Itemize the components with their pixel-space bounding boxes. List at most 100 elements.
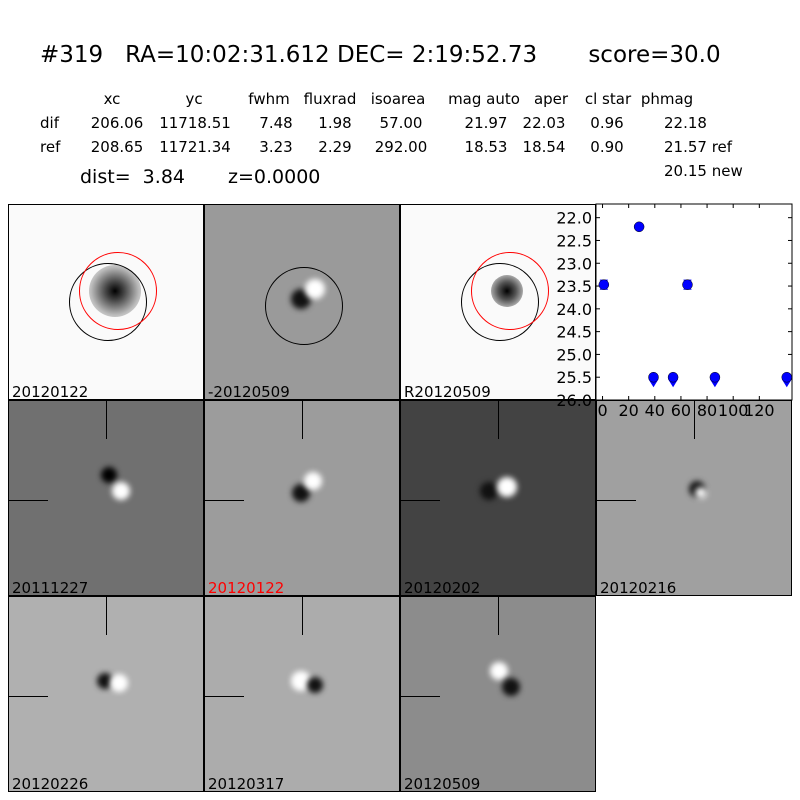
- crosshair-tick: [694, 401, 695, 439]
- panel-date-label: 20120226: [12, 775, 89, 792]
- x-tick-label: 20: [618, 401, 638, 420]
- source-blob: [480, 482, 498, 500]
- crosshair-tick: [9, 696, 48, 697]
- source-blob: [490, 662, 508, 680]
- cutout-image-panel: 20120216: [596, 400, 792, 596]
- y-tick-label: 23.5: [556, 277, 592, 296]
- table-cell: 22.18: [664, 114, 707, 132]
- table-cell: 208.65: [90, 138, 144, 156]
- redshift-value: z=0.0000: [228, 166, 321, 188]
- dist-value: dist= 3.84: [80, 166, 185, 188]
- crosshair-tick: [302, 597, 303, 635]
- table-cell: 11721.34: [159, 138, 231, 156]
- crosshair-tick: [9, 500, 48, 501]
- cutout-image-panel: 20120122: [204, 400, 400, 596]
- x-tick-label: 120: [744, 401, 775, 420]
- data-point: [633, 221, 645, 233]
- table-cell: 11718.51: [159, 114, 231, 132]
- data-point: [648, 371, 659, 383]
- table-cell: 0.90: [590, 138, 624, 156]
- table-cell: 206.06: [90, 114, 144, 132]
- crosshair-tick: [106, 597, 107, 635]
- cutout-image-panel: 20120202: [400, 400, 596, 596]
- panel-date-label: R20120509: [404, 383, 491, 400]
- column-header: phmag: [640, 90, 694, 108]
- table-cell: 57.00: [379, 114, 423, 132]
- coordinates: RA=10:02:31.612 DEC= 2:19:52.73: [125, 42, 538, 68]
- crosshair-tick: [498, 597, 499, 635]
- source-blob: [695, 487, 707, 499]
- panel-date-label: 20120509: [404, 775, 481, 792]
- aperture-circle: [471, 252, 549, 330]
- panel-date-label: 20120122: [208, 579, 285, 596]
- column-header: aper: [533, 90, 569, 108]
- panel-date-label: 20111227: [12, 579, 89, 596]
- crosshair-tick: [205, 500, 244, 501]
- cutout-image-panel: -20120509: [204, 204, 400, 400]
- column-header: isoarea: [370, 90, 426, 108]
- crosshair-tick: [205, 696, 244, 697]
- column-header: yc: [185, 90, 203, 108]
- source-blob: [497, 477, 517, 497]
- cutout-image-panel: 20120226: [8, 596, 204, 792]
- column-header: fluxrad: [303, 90, 357, 108]
- data-point: [709, 371, 721, 383]
- crosshair-tick: [401, 696, 440, 697]
- table-cell: 21.57 ref: [664, 138, 733, 156]
- y-tick-label: 26.0: [556, 391, 592, 410]
- aperture-circle: [79, 252, 157, 330]
- y-tick-label: 22.5: [556, 231, 592, 250]
- row-label: ref: [40, 138, 61, 156]
- table-cell: 18.54: [522, 138, 566, 156]
- cutout-image-panel: R20120509: [400, 204, 596, 400]
- crosshair-tick: [401, 500, 440, 501]
- y-tick-label: 25.0: [556, 345, 592, 364]
- table-cell: 7.48: [259, 114, 293, 132]
- panel-date-label: -20120509: [208, 383, 290, 400]
- table-cell: 292.00: [374, 138, 428, 156]
- plot-area: [595, 203, 793, 401]
- score: score=30.0: [588, 42, 721, 68]
- source-blob: [291, 671, 311, 691]
- table-cell: 22.03: [522, 114, 566, 132]
- table-cell: 21.97: [464, 114, 508, 132]
- cutout-image-panel: 20120317: [204, 596, 400, 792]
- data-point: [598, 279, 610, 290]
- candidate-id: #319: [40, 42, 104, 68]
- source-blob: [292, 484, 310, 502]
- crosshair-tick: [597, 500, 636, 501]
- cutout-image-panel: 20120509: [400, 596, 596, 792]
- x-tick-label: 100: [718, 401, 749, 420]
- cutout-image-panel: 20111227: [8, 400, 204, 596]
- y-tick-label: 23.0: [556, 254, 592, 273]
- y-tick-label: 24.5: [556, 323, 592, 342]
- panel-date-label: 20120122: [12, 383, 89, 400]
- x-tick-label: 40: [645, 401, 665, 420]
- crosshair-tick: [498, 401, 499, 439]
- crosshair-tick: [106, 401, 107, 439]
- table-cell: 2.29: [318, 138, 352, 156]
- cutout-image-panel: 20120122: [8, 204, 204, 400]
- header-title: #319 RA=10:02:31.612 DEC= 2:19:52.73 sco…: [40, 42, 721, 68]
- lightcurve-chart: 22.0 22.5 23.0 23.5 24.0 24.5 25.0 25.5 26.0 0 20 4…: [556, 203, 793, 420]
- source-blob: [97, 673, 113, 689]
- panel-date-label: 20120216: [600, 579, 677, 596]
- panel-date-label: 20120202: [404, 579, 481, 596]
- source-blob: [304, 472, 322, 490]
- source-blob: [112, 482, 130, 500]
- row-label: dif: [40, 114, 59, 132]
- column-header: fwhm: [248, 90, 290, 108]
- table-cell: 0.96: [590, 114, 624, 132]
- x-tick-label: 0: [597, 401, 607, 420]
- data-point: [682, 279, 693, 290]
- y-tick-label: 24.0: [556, 300, 592, 319]
- y-tick-label: 25.5: [556, 368, 592, 387]
- panel-date-label: 20120317: [208, 775, 285, 792]
- x-tick-label: 60: [671, 401, 691, 420]
- source-blob: [502, 678, 520, 696]
- x-tick-label: 80: [697, 401, 717, 420]
- source-blob: [110, 674, 128, 692]
- column-header: xc: [103, 90, 121, 108]
- source-blob: [101, 467, 117, 483]
